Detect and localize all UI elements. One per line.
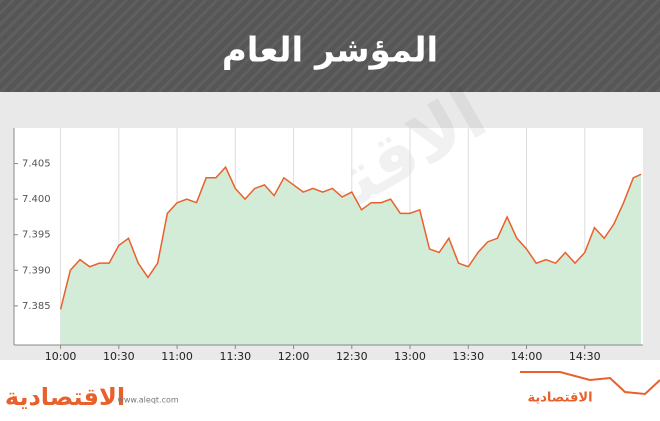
x-tick-label: 10:00: [45, 350, 77, 363]
header: [0, 0, 660, 92]
y-tick-label: 7.395: [22, 230, 51, 241]
x-tick-label: 14:00: [511, 350, 543, 363]
footer-url: www.aleqt.com: [117, 396, 179, 405]
x-tick-label: 12:30: [336, 350, 368, 363]
line: [59, 165, 642, 310]
x-tick-label: 11:30: [219, 350, 251, 363]
footer-logo: الاقتصادية: [5, 383, 125, 411]
x-tick-label: 10:30: [103, 350, 135, 363]
x-tick-label: 13:30: [452, 350, 484, 363]
footer-decor: [520, 371, 660, 396]
y-tick-label: 7.390: [22, 265, 51, 276]
x-tick-label: 11:00: [161, 350, 193, 363]
x-tick-label: 12:00: [278, 350, 310, 363]
x-tick-label: 14:30: [569, 350, 601, 363]
y-tick-label: 7.385: [22, 301, 51, 312]
x-tick-label: 13:00: [394, 350, 426, 363]
footer-logo-right: الاقتصادية: [527, 391, 592, 406]
chart-title: المؤشر العام: [222, 31, 438, 71]
area: [60, 167, 642, 345]
y-tick-label: 7.400: [22, 194, 51, 205]
y-tick-label: 7.405: [22, 159, 51, 170]
